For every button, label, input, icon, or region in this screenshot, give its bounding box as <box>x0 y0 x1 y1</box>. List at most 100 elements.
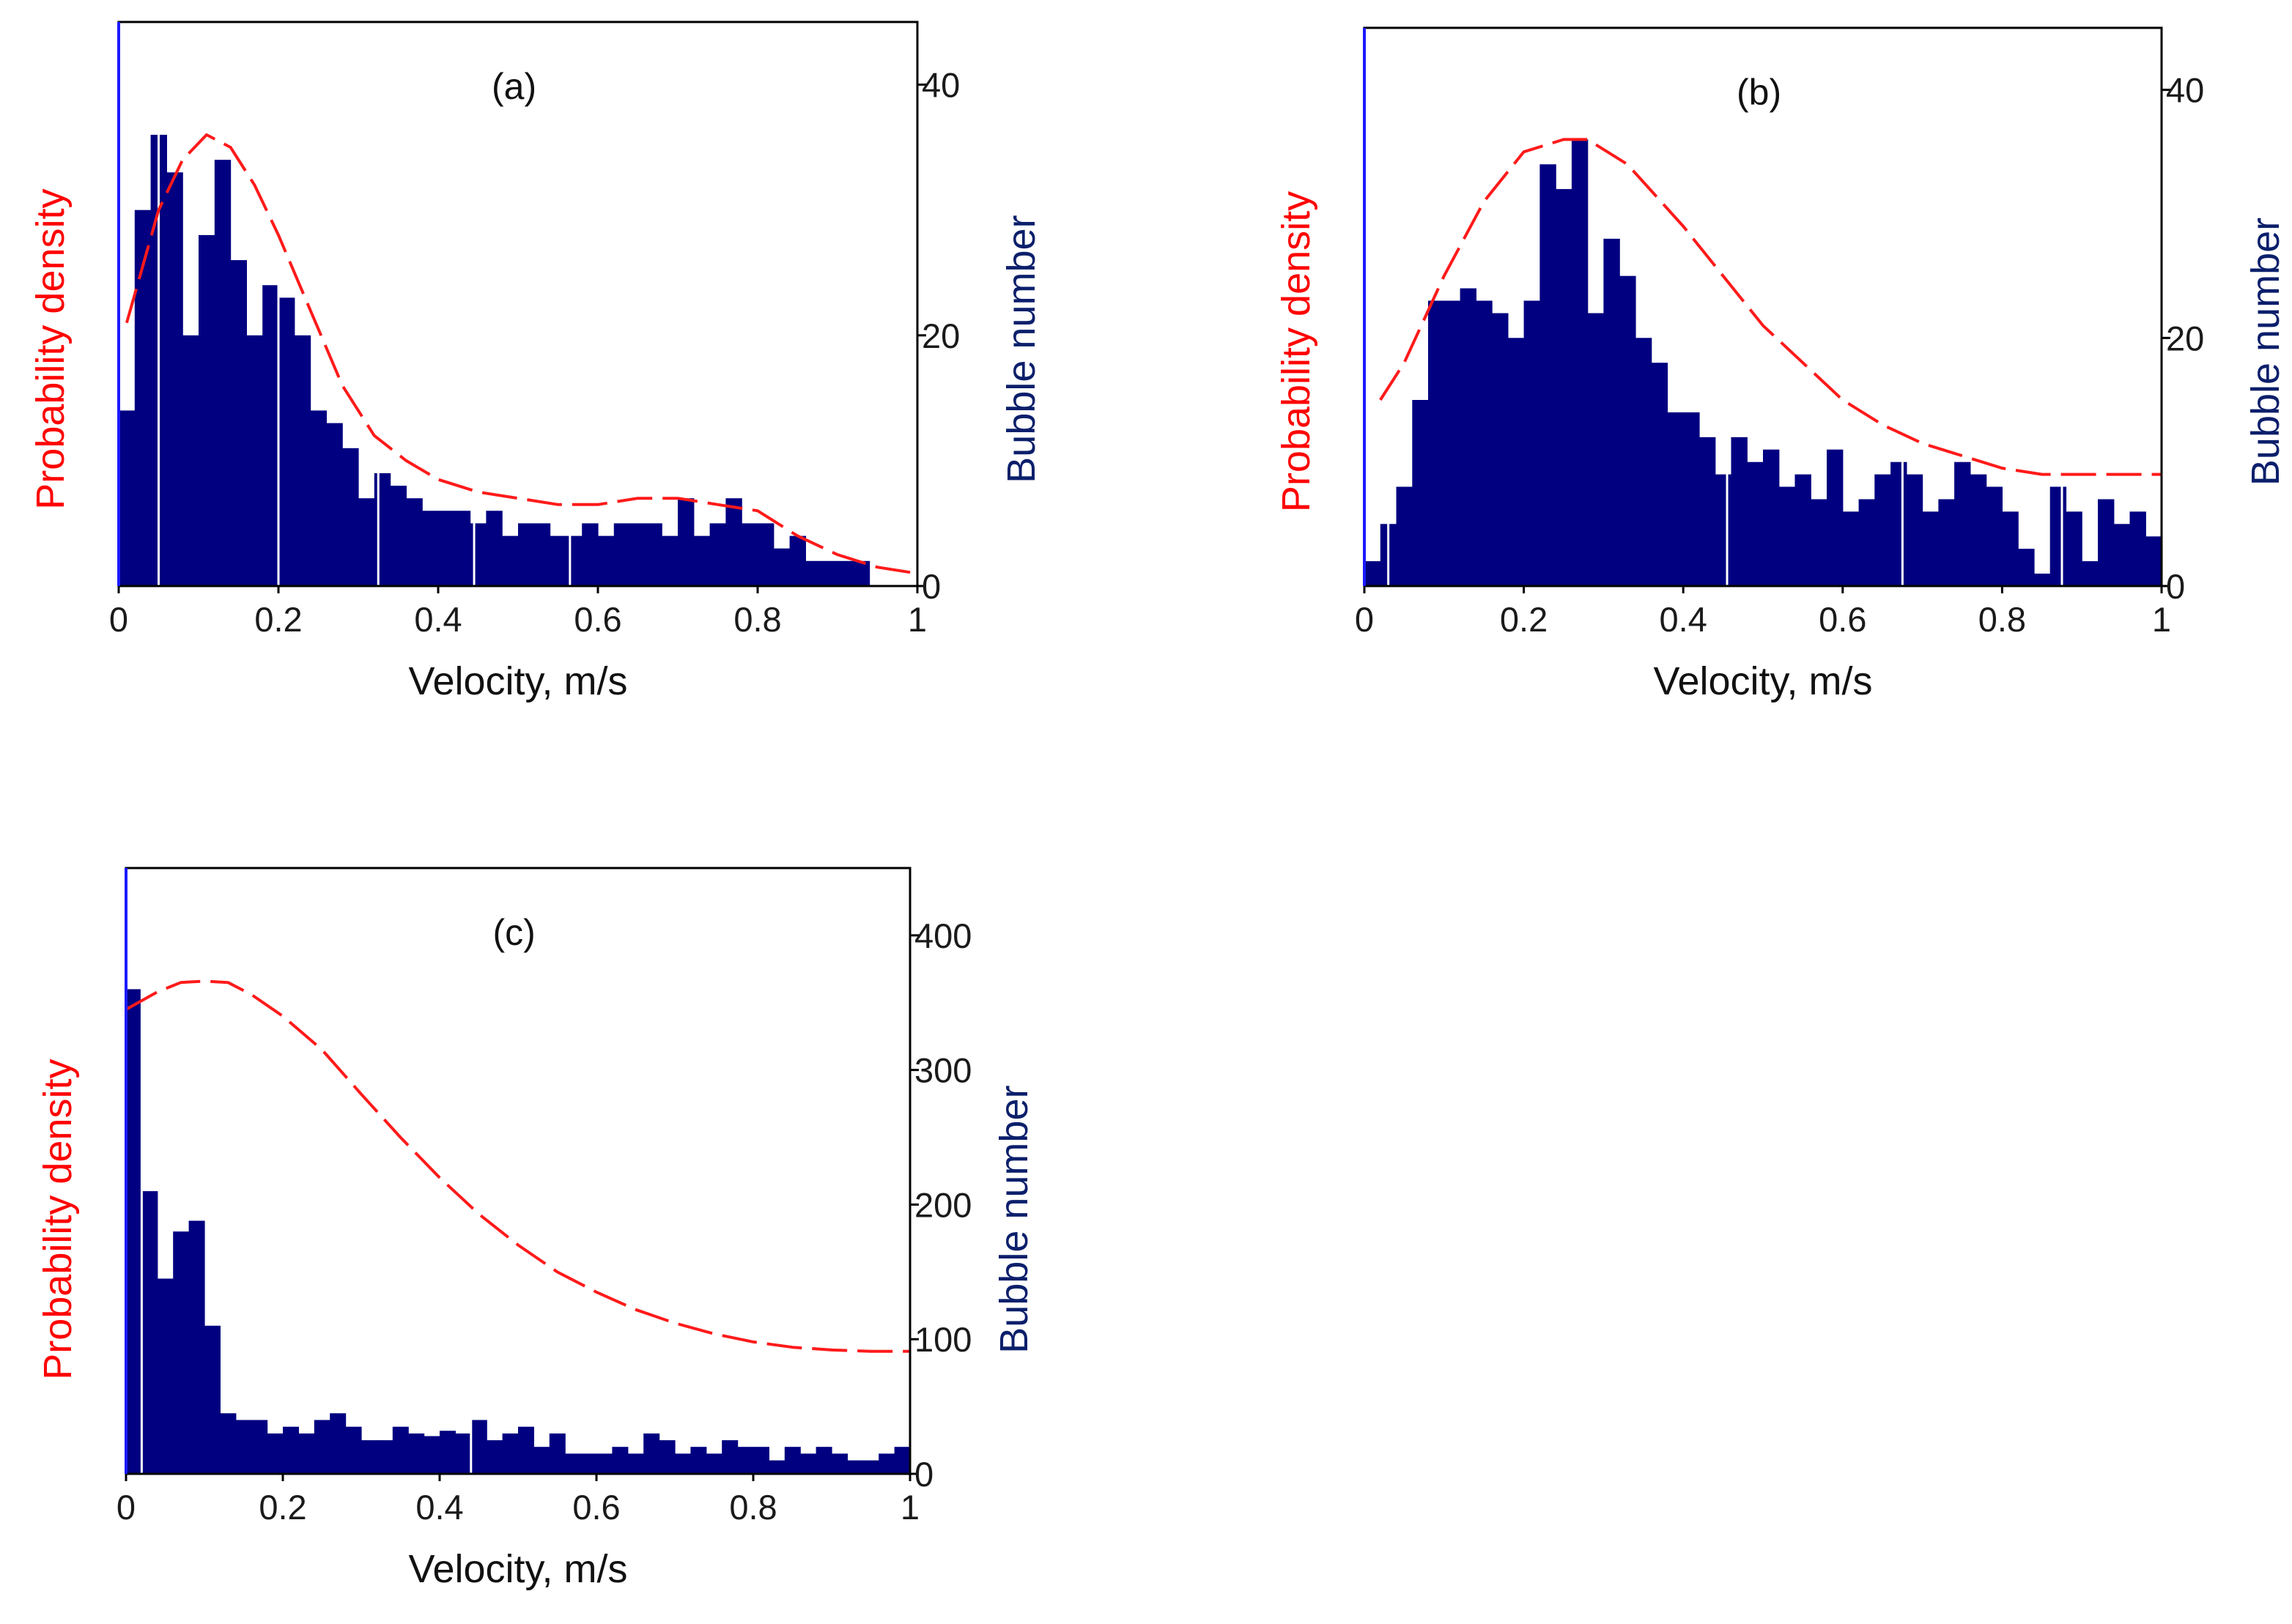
bar <box>2033 574 2051 586</box>
bar <box>1539 164 1556 587</box>
bar <box>1428 300 1445 586</box>
bar <box>1731 437 1748 586</box>
bar <box>821 560 838 586</box>
bar <box>326 423 343 586</box>
y-tick-label: 400 <box>914 916 972 955</box>
bar <box>1364 561 1381 586</box>
bar <box>440 1431 456 1474</box>
bar <box>1619 275 1636 586</box>
bar <box>390 486 407 586</box>
bar <box>742 523 758 586</box>
bar <box>879 1453 895 1474</box>
bar <box>1396 486 1413 586</box>
bar <box>646 523 662 586</box>
bar <box>1523 300 1540 586</box>
bar <box>643 1433 660 1474</box>
bar <box>582 523 599 586</box>
x-tick-label: 0.2 <box>254 600 302 639</box>
bar <box>847 1460 864 1474</box>
bar <box>773 548 791 586</box>
x-tick-label: 1 <box>2152 600 2171 639</box>
y-axis-label-right: Bubble number <box>992 1086 1036 1354</box>
bar <box>784 1447 801 1474</box>
bar <box>267 1433 284 1474</box>
bar <box>894 1447 911 1474</box>
bar <box>566 535 583 586</box>
bar <box>1954 461 1971 586</box>
bar <box>598 535 615 586</box>
bar <box>214 160 232 586</box>
bar <box>550 535 566 586</box>
bar <box>1443 300 1461 586</box>
white-gridlines <box>1387 57 2063 586</box>
bar <box>1556 189 1572 587</box>
bar <box>662 535 679 586</box>
bar <box>1699 437 1716 586</box>
bar <box>408 1433 425 1474</box>
y-tick-label: 200 <box>914 1185 972 1224</box>
y-tick-label: 40 <box>2166 71 2204 110</box>
x-tick-labels: 0 0.2 0.4 0.6 0.8 1 <box>117 1474 920 1527</box>
bar <box>1747 461 1764 586</box>
histogram-bars <box>126 989 911 1474</box>
bar <box>1587 313 1604 586</box>
y-tick-label: 0 <box>2166 567 2185 606</box>
bar <box>2066 511 2082 586</box>
bar <box>1763 449 1780 586</box>
x-axis-label: Velocity, m/s <box>1653 659 1872 703</box>
bar <box>361 1440 377 1474</box>
bar <box>406 498 423 586</box>
bar <box>246 335 263 586</box>
bar <box>1874 474 1891 586</box>
bar <box>518 1426 534 1474</box>
bar <box>358 498 375 586</box>
bar <box>1476 300 1493 586</box>
bar <box>454 511 471 586</box>
x-tick-label: 0.6 <box>1819 600 1866 639</box>
bar <box>392 1426 409 1474</box>
bar <box>1571 139 1589 586</box>
x-axis-label: Velocity, m/s <box>408 659 627 703</box>
bar <box>1938 499 1955 586</box>
histogram-bars <box>119 135 870 587</box>
bar <box>1460 288 1476 586</box>
bar <box>675 1453 691 1474</box>
y-axis-label-right: Bubble number <box>999 215 1043 483</box>
y-tick-label: 20 <box>922 316 960 355</box>
y-tick-label: 0 <box>914 1455 934 1494</box>
bar <box>1778 486 1796 586</box>
x-tick-label: 0.8 <box>729 1488 777 1527</box>
bar <box>580 1453 597 1474</box>
y-axis-label-left: Probability density <box>1274 191 1318 512</box>
bar <box>438 511 455 586</box>
white-gridlines <box>158 51 572 586</box>
bar <box>1858 499 1875 586</box>
bar <box>549 1433 566 1474</box>
bar <box>706 1453 722 1474</box>
y-tick-label: 0 <box>922 567 941 606</box>
bar <box>533 523 551 586</box>
bar <box>838 560 854 586</box>
right-y-tick-labels: 0 100 200 300 400 <box>910 916 972 1494</box>
x-tick-label: 0.4 <box>1660 600 1707 639</box>
bar <box>374 473 391 586</box>
bar <box>119 410 136 586</box>
x-tick-label: 0.2 <box>1500 600 1548 639</box>
y-tick-label: 20 <box>2166 319 2204 357</box>
bar <box>470 523 487 586</box>
bar <box>134 210 152 586</box>
bar <box>1986 486 2003 586</box>
bar <box>2098 499 2115 586</box>
bar <box>659 1440 676 1474</box>
bar <box>596 1453 613 1474</box>
bar <box>1683 412 1700 586</box>
bar <box>251 1420 268 1474</box>
bar <box>424 1436 440 1474</box>
y-tick-label: 100 <box>914 1320 972 1359</box>
bar <box>816 1447 832 1474</box>
panel-a: 0 0.2 0.4 0.6 0.8 1 0 20 40 (a) Velocity, m/s P… <box>29 21 1043 703</box>
bar <box>157 1278 174 1474</box>
bar <box>862 1460 879 1474</box>
bar <box>612 1447 629 1474</box>
